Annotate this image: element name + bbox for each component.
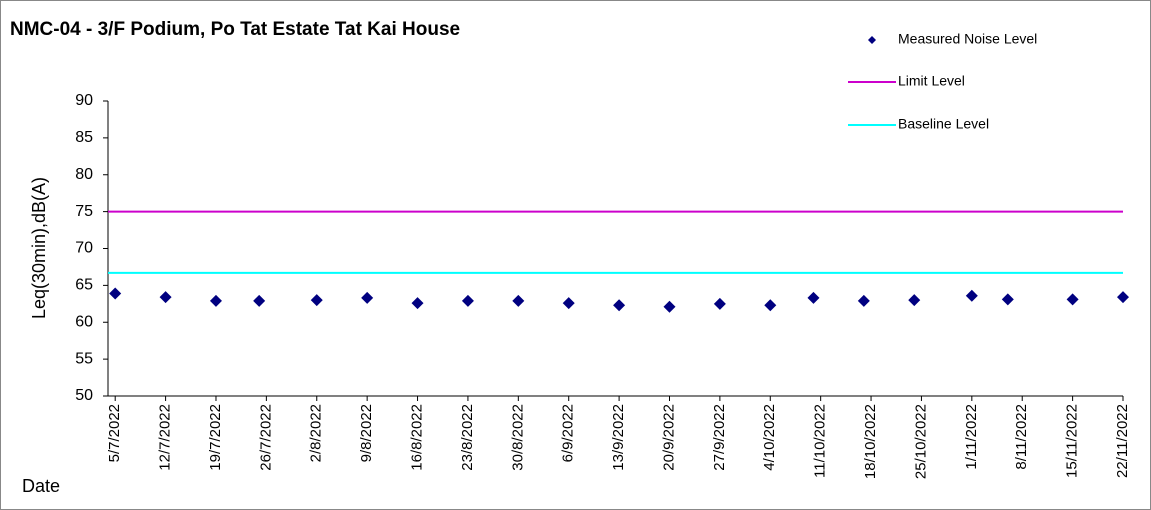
- x-tick-label: 2/8/2022: [308, 404, 325, 462]
- data-point: [857, 294, 870, 307]
- x-tick-label: 18/10/2022: [862, 404, 879, 479]
- data-point: [310, 294, 323, 307]
- y-tick-label: 90: [75, 92, 93, 109]
- x-tick-label: 4/10/2022: [761, 404, 778, 471]
- data-point: [209, 294, 222, 307]
- y-tick-label: 80: [75, 166, 93, 183]
- x-tick-label: 12/7/2022: [157, 404, 174, 471]
- x-axis-label: Date: [22, 476, 60, 496]
- data-point: [613, 299, 626, 312]
- legend-label: Measured Noise Level: [898, 31, 1037, 47]
- x-tick-label: 23/8/2022: [459, 404, 476, 471]
- data-point: [253, 294, 266, 307]
- data-point: [1066, 293, 1079, 306]
- x-tick-label: 22/11/2022: [1114, 404, 1131, 478]
- y-tick-label: 70: [75, 240, 93, 257]
- x-tick-label: 13/9/2022: [610, 404, 627, 471]
- x-tick-label: 25/10/2022: [912, 404, 929, 479]
- y-axis-label: Leq(30min),dB(A): [29, 177, 49, 319]
- data-point: [764, 299, 777, 312]
- x-tick-label: 9/8/2022: [358, 404, 375, 462]
- x-tick-label: 15/11/2022: [1064, 404, 1081, 478]
- x-tick-label: 11/10/2022: [812, 404, 829, 478]
- x-tick-label: 8/11/2022: [1013, 404, 1030, 470]
- x-tick-label: 30/8/2022: [509, 404, 526, 471]
- data-point: [1001, 293, 1014, 306]
- x-tick-label: 1/11/2022: [963, 404, 980, 470]
- x-tick-label: 5/7/2022: [106, 404, 123, 462]
- x-tick-label: 19/7/2022: [207, 404, 224, 471]
- data-point: [159, 291, 172, 304]
- y-tick-label: 85: [75, 129, 93, 146]
- data-point: [1117, 291, 1129, 304]
- data-point: [965, 289, 978, 302]
- y-tick-label: 60: [75, 313, 93, 330]
- data-point: [512, 294, 525, 307]
- x-tick-label: 26/7/2022: [257, 404, 274, 471]
- data-point: [807, 291, 820, 304]
- x-tick-label: 6/9/2022: [560, 404, 577, 462]
- chart-title: NMC-04 - 3/F Podium, Po Tat Estate Tat K…: [10, 19, 460, 40]
- data-point: [908, 294, 921, 307]
- data-point: [713, 297, 726, 310]
- y-tick-label: 65: [75, 277, 93, 294]
- y-tick-label: 55: [75, 350, 93, 367]
- legend-marker: [868, 36, 876, 44]
- y-tick-label: 50: [75, 387, 93, 404]
- x-tick-label: 27/9/2022: [711, 404, 728, 471]
- x-tick-label: 20/9/2022: [660, 404, 677, 471]
- data-point: [109, 287, 122, 300]
- data-point: [663, 300, 676, 313]
- data-point: [562, 297, 575, 310]
- legend-label: Baseline Level: [898, 116, 989, 132]
- x-tick-label: 16/8/2022: [409, 404, 426, 471]
- data-point: [461, 294, 474, 307]
- legend-label: Limit Level: [898, 73, 965, 89]
- data-point: [361, 291, 374, 304]
- y-tick-label: 75: [75, 203, 93, 220]
- data-point: [411, 297, 424, 310]
